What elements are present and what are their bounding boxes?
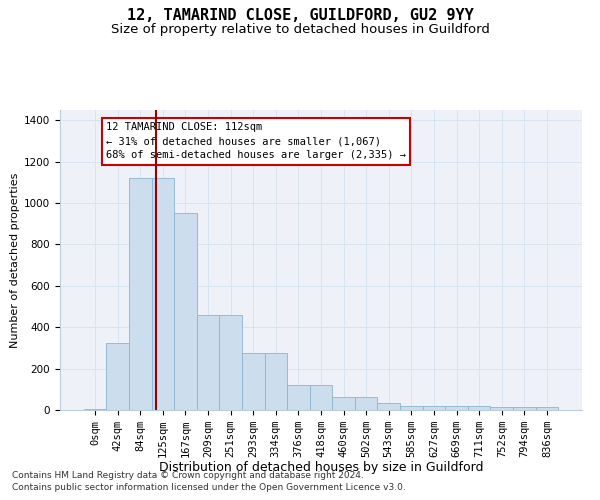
Bar <box>174 214 197 410</box>
Bar <box>536 407 558 410</box>
Text: Contains HM Land Registry data © Crown copyright and database right 2024.: Contains HM Land Registry data © Crown c… <box>12 471 364 480</box>
Bar <box>84 409 106 410</box>
Bar <box>332 396 355 410</box>
Bar <box>355 396 377 410</box>
Bar <box>265 353 287 410</box>
Bar <box>287 385 310 410</box>
Bar <box>152 178 174 410</box>
Bar <box>220 315 242 410</box>
Bar <box>377 403 400 410</box>
Bar <box>468 406 490 410</box>
Y-axis label: Number of detached properties: Number of detached properties <box>10 172 20 348</box>
Bar <box>106 343 129 410</box>
X-axis label: Distribution of detached houses by size in Guildford: Distribution of detached houses by size … <box>159 462 483 474</box>
Bar <box>197 315 220 410</box>
Text: Contains public sector information licensed under the Open Government Licence v3: Contains public sector information licen… <box>12 484 406 492</box>
Bar <box>422 406 445 410</box>
Bar <box>445 406 468 410</box>
Text: Size of property relative to detached houses in Guildford: Size of property relative to detached ho… <box>110 22 490 36</box>
Text: 12 TAMARIND CLOSE: 112sqm
← 31% of detached houses are smaller (1,067)
68% of se: 12 TAMARIND CLOSE: 112sqm ← 31% of detac… <box>106 122 406 160</box>
Bar <box>310 385 332 410</box>
Bar <box>400 406 422 410</box>
Bar <box>242 353 265 410</box>
Bar <box>490 407 513 410</box>
Bar <box>129 178 152 410</box>
Bar <box>513 407 536 410</box>
Text: 12, TAMARIND CLOSE, GUILDFORD, GU2 9YY: 12, TAMARIND CLOSE, GUILDFORD, GU2 9YY <box>127 8 473 22</box>
